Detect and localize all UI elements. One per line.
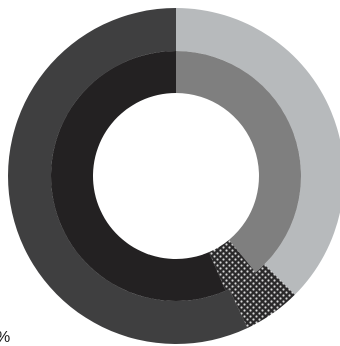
inner-ring-slice-3 (51, 51, 226, 301)
outer-ring-slice-3 (8, 8, 248, 344)
inner-ring-slice-1 (176, 51, 301, 273)
cropped-percent-label: % (0, 330, 10, 346)
outer-ring-slice-1 (176, 8, 340, 295)
inner-ring-slice-2 (208, 239, 256, 291)
donut-rings (8, 8, 340, 344)
outer-ring-slice-2 (229, 264, 295, 329)
